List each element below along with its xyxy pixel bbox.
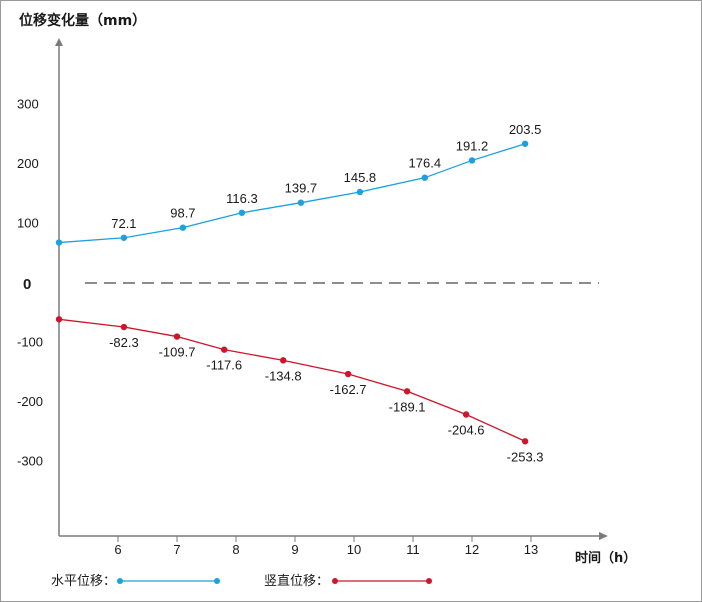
data-label: -162.7 [330, 382, 367, 397]
data-label: -204.6 [448, 422, 485, 437]
data-point [55, 316, 63, 323]
data-label: 116.3 [226, 191, 258, 206]
y-tick-label: 0 [23, 276, 31, 293]
y-tick-label: 200 [17, 156, 39, 171]
data-label: -82.3 [109, 335, 139, 350]
x-tick-label: 11 [406, 542, 420, 557]
legend-marker [426, 578, 432, 584]
legend-marker [214, 578, 220, 584]
y-tick-label: -100 [17, 335, 43, 350]
data-point [120, 234, 128, 241]
x-axis-arrow [599, 532, 608, 540]
x-tick-label: 13 [524, 542, 538, 557]
data-point [344, 370, 352, 378]
x-tick-label: 10 [347, 542, 361, 557]
data-label: 191.2 [456, 138, 489, 153]
legend-label: 竖直位移： [264, 574, 329, 589]
data-label: 203.5 [509, 122, 542, 137]
y-axis-label: 位移变化量（mm） [19, 12, 146, 29]
data-point [221, 346, 228, 353]
x-tick-label: 8 [232, 542, 239, 557]
data-point [521, 438, 529, 445]
x-axis-label: 时间（h） [575, 550, 636, 566]
data-point [403, 388, 411, 395]
data-point [238, 209, 246, 216]
legend-marker [332, 578, 338, 584]
y-tick-label: 300 [17, 97, 39, 112]
data-point [55, 239, 63, 246]
data-label: -189.1 [389, 399, 426, 414]
y-tick-label: 100 [17, 216, 39, 231]
data-label: -109.7 [159, 345, 196, 360]
data-point [356, 188, 364, 196]
y-axis-arrow [55, 38, 63, 46]
data-label: 145.8 [344, 170, 377, 185]
data-point [297, 199, 305, 206]
data-point [421, 174, 428, 181]
x-tick-label: 12 [465, 542, 479, 557]
data-label: -253.3 [507, 449, 544, 464]
legend-marker [117, 578, 123, 584]
data-label: 139.7 [285, 181, 318, 196]
legend-label: 水平位移： [51, 574, 116, 589]
data-label: -134.8 [265, 368, 302, 383]
x-tick-label: 7 [173, 542, 180, 557]
data-label: 72.1 [111, 216, 136, 231]
data-label: 176.4 [409, 156, 442, 171]
data-point [179, 224, 187, 231]
data-point [280, 357, 287, 364]
x-tick-label: 9 [291, 542, 298, 557]
y-tick-label: -300 [17, 454, 43, 469]
data-point [521, 140, 529, 147]
data-point [462, 411, 470, 418]
data-point [120, 323, 128, 331]
data-point [173, 333, 181, 340]
data-label: -117.6 [206, 358, 242, 373]
y-tick-label: -200 [17, 394, 43, 409]
data-label: 98.7 [170, 206, 195, 221]
data-point [468, 157, 476, 164]
x-tick-label: 6 [114, 542, 121, 557]
